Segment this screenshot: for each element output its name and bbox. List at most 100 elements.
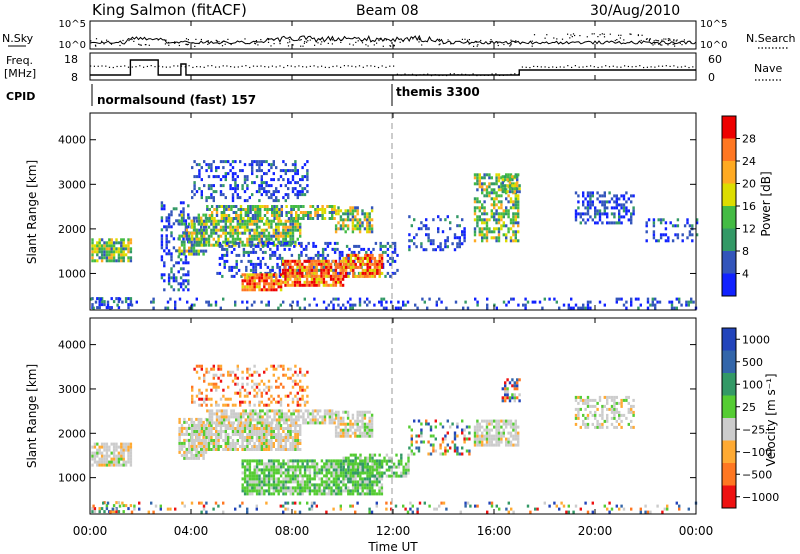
power-layer-cell <box>263 208 267 211</box>
nave-dot <box>465 73 467 76</box>
noise-search-dot <box>574 34 576 37</box>
power-layer-cell <box>651 297 654 301</box>
power-layer-cell <box>511 175 514 179</box>
power-layer-cell <box>100 256 104 260</box>
power-layer-cell <box>376 268 379 272</box>
power-layer-cell <box>291 300 294 304</box>
power-layer-cell <box>358 227 362 231</box>
power-layer-cell <box>230 244 234 248</box>
velocity-layer-cell <box>243 445 247 448</box>
velocity-layer-cell <box>282 489 285 493</box>
nave-dot <box>374 65 376 68</box>
power-layer-cell <box>222 166 225 170</box>
power-layer-cell <box>291 190 295 194</box>
power-layer-cell <box>291 274 294 278</box>
power-layer-cell <box>359 256 362 260</box>
velocity-layer-cell <box>215 400 218 404</box>
power-layer-cell <box>221 247 224 251</box>
noise-search-dot <box>468 39 470 41</box>
velocity-layer-cell <box>217 433 220 436</box>
velocity-layer-cell <box>105 507 109 511</box>
power-layer-cell <box>297 205 300 208</box>
velocity-layer-cell <box>278 409 281 413</box>
power-layer-cell <box>299 231 302 235</box>
power-layer-cell <box>308 274 311 278</box>
power-layer-cell <box>293 277 297 281</box>
power-layer-cell <box>309 256 313 260</box>
power-layer-cell <box>260 187 263 191</box>
power-layer-cell <box>555 300 558 304</box>
power-layer-cell <box>182 213 185 217</box>
velocity-layer-cell <box>334 413 338 417</box>
power-layer-cell <box>373 303 376 307</box>
velocity-layer-cell <box>291 492 295 496</box>
power-layer-cell <box>200 222 203 226</box>
power-layer-cell <box>490 197 493 201</box>
velocity-layer-cell <box>366 431 369 435</box>
power-layer-cell <box>210 231 213 235</box>
velocity-layer-cell <box>203 400 206 404</box>
power-layer-cell <box>586 306 590 310</box>
power-layer-cell <box>225 241 229 245</box>
velocity-layer-cell <box>375 483 379 487</box>
velocity-layer-cell <box>227 421 231 425</box>
velocity-layer-cell <box>339 416 343 420</box>
power-layer-cell <box>215 205 219 208</box>
power-layer-cell <box>165 216 168 220</box>
power-layer-cell <box>652 224 656 228</box>
velocity-layer-cell <box>279 445 283 448</box>
noise-search-dot <box>421 44 423 46</box>
velocity-layer-cell <box>283 415 286 419</box>
nave-dot <box>332 65 334 68</box>
power-layer-cell <box>444 242 447 246</box>
velocity-layer-cell <box>246 483 249 487</box>
velocity-layer-cell <box>258 430 261 433</box>
velocity-layer-cell <box>206 409 209 413</box>
nave-dot <box>203 66 205 68</box>
power-layer-cell <box>198 163 201 167</box>
noise-search-dot <box>207 40 209 42</box>
noise-search-dot <box>309 39 311 41</box>
power-layer-cell <box>265 190 268 194</box>
velocity-layer-cell <box>323 412 327 416</box>
power-layer-cell <box>251 172 254 176</box>
power-layer-cell <box>258 276 261 280</box>
nave-dot <box>442 74 444 76</box>
velocity-layer-cell <box>117 510 121 514</box>
power-layer-cell <box>188 240 191 244</box>
power-layer-cell <box>606 215 609 219</box>
velocity-layer-cell <box>378 492 381 496</box>
velocity-layer-cell <box>212 382 215 386</box>
power-layer-cell <box>317 283 321 287</box>
velocity-layer-cell <box>347 474 350 478</box>
velocity-layer-cell <box>180 423 184 427</box>
velocity-layer-cell <box>277 427 280 430</box>
velocity-layer-cell <box>236 364 239 368</box>
power-layer-cell <box>179 258 183 262</box>
power-layer-cell <box>420 221 423 225</box>
power-layer-cell <box>275 288 278 292</box>
velocity-layer-cell <box>294 468 297 472</box>
power-layer-cell <box>334 297 338 301</box>
velocity-layer-cell <box>295 421 298 425</box>
power-layer-cell <box>246 187 249 191</box>
velocity-layer-cell <box>351 480 355 484</box>
power-layer-cell <box>490 203 493 207</box>
velocity-layer-cell <box>255 424 259 427</box>
velocity-layer-cell <box>378 474 381 478</box>
power-layer-cell <box>589 194 592 198</box>
power-layer-cell <box>481 185 484 189</box>
power-layer-cell <box>303 187 307 191</box>
velocity-layer-cell <box>266 418 269 422</box>
power-layer-cell <box>271 205 274 208</box>
power-layer-cell <box>167 276 171 280</box>
power-layer-cell <box>518 184 521 188</box>
velocity-layer-cell <box>239 436 242 439</box>
power-layer-cell <box>124 247 128 251</box>
power-layer-cell <box>98 247 101 251</box>
power-layer-cell <box>217 175 220 179</box>
velocity-layer-cell <box>284 436 287 439</box>
power-layer-cell <box>210 187 213 191</box>
power-layer-cell <box>307 214 310 217</box>
velocity-layer-cell <box>115 507 118 511</box>
